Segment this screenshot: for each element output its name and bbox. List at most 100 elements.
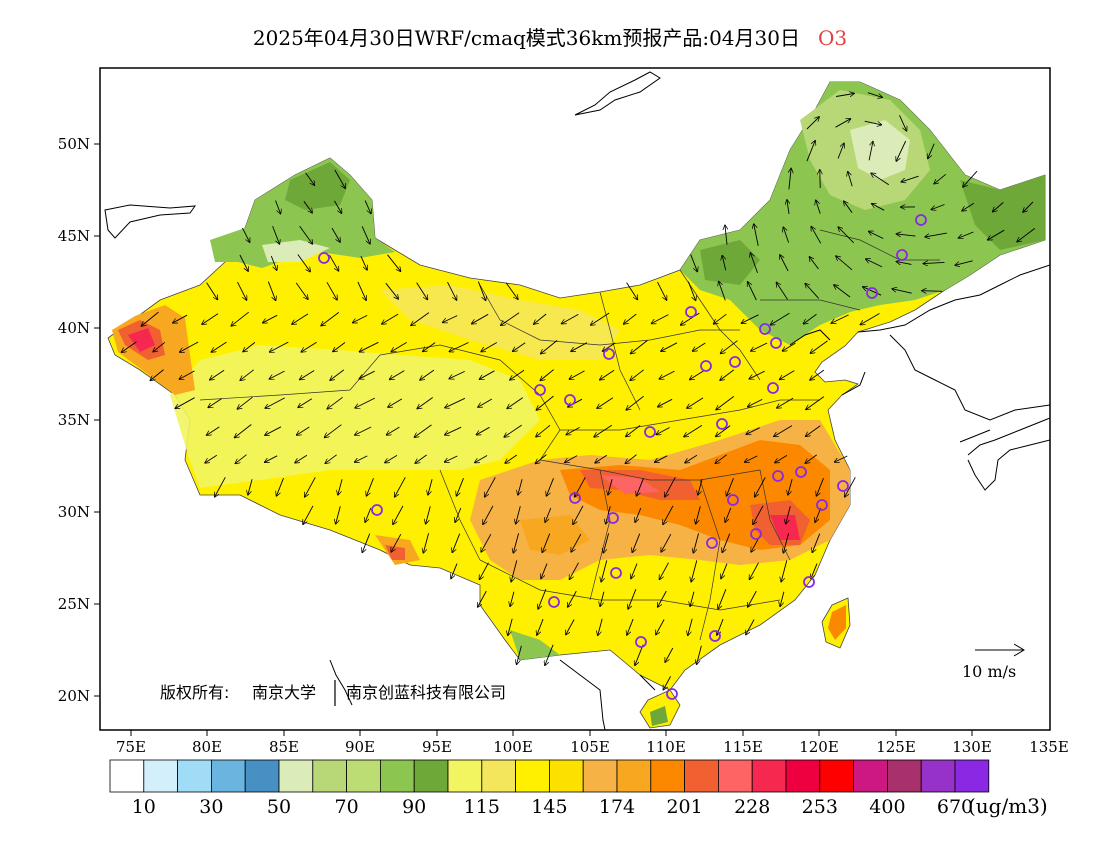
wind-arrow (687, 281, 695, 301)
wind-arrow (805, 454, 817, 463)
wind-arrow (326, 282, 337, 299)
wind-arrow (897, 234, 916, 236)
wind-arrow (656, 619, 665, 635)
wind-arrow (901, 175, 919, 182)
copyright-org-2: 南京创蓝科技有限公司 (346, 683, 506, 702)
wind-arrow (449, 370, 465, 378)
wind-arrow (775, 455, 788, 462)
wind-arrow (238, 396, 253, 409)
wind-arrow (265, 397, 285, 408)
wind-arrow (714, 313, 727, 324)
wind-arrow (395, 477, 406, 496)
wind-arrow (570, 370, 585, 379)
wind-arrow (774, 425, 793, 437)
wind-arrow (848, 172, 853, 187)
wind-arrow (635, 644, 644, 665)
city-marker (666, 688, 678, 700)
wind-arrow (626, 454, 637, 464)
wind-arrow (597, 397, 614, 408)
wind-arrow (537, 395, 554, 410)
colorbar-swatch (920, 759, 956, 793)
wind-arrow (215, 477, 226, 496)
colorbar-swatch (582, 759, 618, 793)
wind-arrow (142, 311, 159, 326)
wind-arrow (480, 562, 489, 580)
wind-arrow (393, 505, 404, 524)
wind-arrow (443, 315, 458, 323)
colorbar-label: 253 (802, 796, 838, 818)
wind-arrow (663, 676, 671, 689)
wind-arrow (962, 202, 975, 211)
wind-arrow (868, 142, 873, 161)
wind-arrow (836, 256, 853, 271)
wind-arrow (657, 281, 667, 300)
wind-arrow (237, 281, 247, 300)
wind-arrow (811, 563, 818, 579)
wind-arrow (786, 506, 791, 523)
wind-arrow (628, 589, 637, 609)
wind-arrow (661, 533, 672, 552)
wind-arrow (212, 341, 227, 352)
wind-arrow (263, 314, 278, 322)
wind-arrow (153, 341, 166, 351)
wind-arrow (240, 369, 254, 380)
colorbar-swatch (447, 759, 483, 793)
wind-arrow (748, 282, 757, 301)
colorbar-swatch (887, 759, 922, 793)
colorbar-swatch (346, 759, 381, 793)
wind-arrow (334, 200, 342, 213)
wind-arrow (899, 115, 907, 130)
wind-arrow (655, 455, 668, 462)
wind-arrow (716, 425, 731, 437)
city-marker (716, 418, 728, 430)
lat-tick-label: 25N (58, 595, 90, 613)
wind-arrow (753, 505, 764, 524)
city-marker (700, 360, 712, 372)
wind-arrow (810, 257, 819, 270)
wind-arrow (545, 644, 554, 665)
wind-arrow (241, 227, 249, 242)
wind-arrow (835, 455, 848, 462)
colorbar-label: 400 (869, 796, 905, 818)
colorbar-swatch (143, 759, 179, 793)
lon-axis: 75E 80E 85E 90E 95E 100E 105E 110E 115E … (116, 730, 1069, 756)
wind-arrow (594, 424, 613, 437)
wind-arrow (698, 479, 703, 494)
wind-arrow (450, 342, 469, 352)
lat-tick-label: 30N (58, 503, 90, 521)
colorbar-label: 201 (666, 796, 702, 818)
wind-arrow (537, 618, 544, 635)
wind-arrow (748, 590, 757, 607)
wind-arrow (817, 478, 824, 496)
wind-arrow (505, 282, 518, 299)
wind-arrow (867, 92, 882, 98)
wind-arrow (571, 342, 588, 352)
copyright-notice: 版权所有: 南京大学 南京创蓝科技有限公司 (160, 680, 506, 706)
colorbar-swatch (244, 759, 280, 793)
wind-arrow (205, 454, 218, 463)
colorbar-swatch (481, 759, 516, 793)
wind-arrow (866, 259, 883, 268)
wind-arrow (598, 618, 603, 635)
wind-arrow (780, 591, 785, 606)
wind-arrow (330, 369, 345, 380)
wind-arrow (922, 291, 943, 292)
wind-arrow (391, 533, 402, 552)
wind-arrow (789, 169, 791, 190)
wind-arrow (656, 427, 670, 435)
colorbar-label: 174 (599, 796, 635, 818)
wind-arrow (483, 505, 494, 524)
wind-arrow (385, 282, 398, 299)
wind-arrow (869, 232, 884, 239)
wind-arrow (812, 533, 821, 553)
lon-tick-label: 110E (646, 738, 686, 756)
colorbar-label: 30 (199, 796, 223, 818)
colorbar-label: 50 (267, 796, 291, 818)
wind-arrow (570, 562, 579, 580)
lon-tick-label: 95E (422, 738, 452, 756)
ozone-field (107, 81, 1046, 729)
wind-arrow (338, 479, 343, 494)
wind-arrow (751, 253, 758, 274)
wind-arrow (748, 398, 763, 406)
wind-arrow (932, 204, 945, 210)
